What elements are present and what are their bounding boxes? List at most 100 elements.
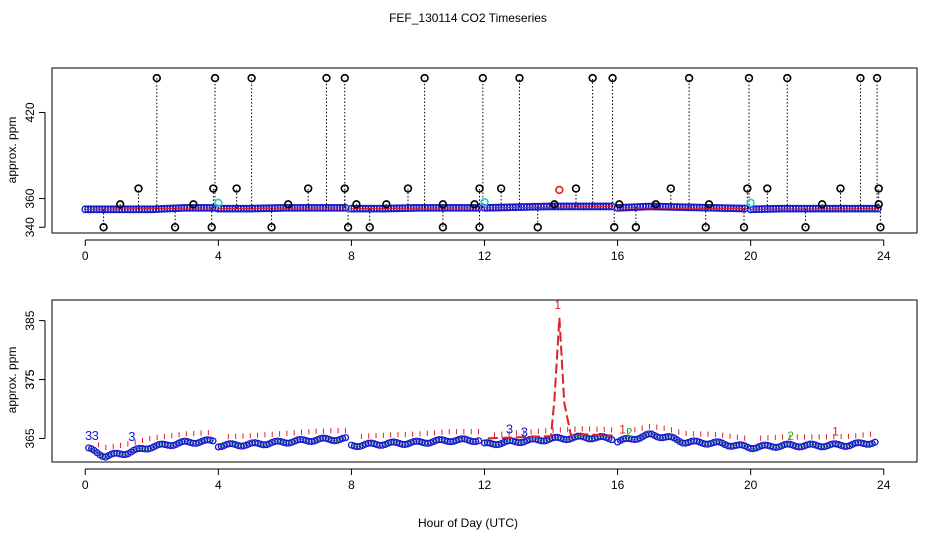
bottom-label-2: 2 [787,429,794,443]
bottom-label-3: 3 [128,429,135,444]
top-small-point [874,200,883,209]
top-spike-mid-point [874,184,883,193]
top-baseline-point [152,205,160,214]
top-spike-low-point [438,223,448,232]
top-baseline-point [641,202,650,211]
top-spike-mid-point [232,184,241,193]
bottom-label-3: 3 [85,428,92,443]
top-baseline-point [670,203,679,211]
top-baseline-point [146,205,155,214]
top-spike-mid-point [666,184,676,193]
top-cyan-point [214,198,223,208]
top-x-tick-label: 0 [82,249,89,263]
top-spike-low-point [533,223,542,232]
bottom-x-tick-label: 24 [877,478,891,492]
top-y-axis-label: approx. ppm [5,117,19,184]
top-trace-line [617,207,748,210]
bottom-data-point [871,438,879,446]
top-spike-high-point [588,73,597,83]
bottom-green-line [351,438,479,448]
bottom-green-line [484,435,612,446]
top-spike-low-point [610,223,619,232]
top-small-point [382,200,391,209]
top-small-point [189,200,198,209]
top-spike-high-point [478,73,488,83]
top-spike-low-point [99,223,108,232]
top-spike-low-point [876,223,885,232]
top-baseline-point [633,203,642,211]
top-small-point [651,200,661,209]
top-plot-frame [51,67,918,234]
top-spike-mid-point [303,184,313,193]
top-y-tick-label: 420 [23,102,37,122]
top-baseline-point [664,202,673,211]
top-spike-low-point [739,223,749,232]
bottom-y-tick-label: 365 [23,428,37,448]
top-baseline-point [627,203,636,212]
bottom-marks: 11 13 3 3 3 3 2 2 [85,298,879,461]
top-x-tick-label: 8 [348,249,355,263]
top-baseline-point [143,205,152,214]
top-spike-mid-point [743,184,752,193]
bottom-data-point [339,434,347,442]
top-small-point [550,200,559,209]
top-spike-mid-point [134,184,143,193]
top-baseline-point [140,205,149,214]
bottom-x-tick-label: 16 [611,478,625,492]
top-spike-high-point [856,73,865,83]
top-spike-low-point [267,223,276,232]
top-small-point [352,200,361,209]
top-baseline-point [528,202,537,211]
bottom-label-1: 1 [832,424,839,438]
top-spike-high-point [872,73,882,83]
top-baseline-point [687,203,696,212]
top-baseline-point [636,202,645,211]
top-spike-high-point [247,73,256,83]
top-spike-high-point [210,73,220,83]
top-baseline-point [135,205,143,214]
top-baseline-point [667,203,676,211]
top-spike-high-point [340,73,349,83]
top-spike-high-point [152,73,161,83]
top-trace-line [351,207,482,210]
top-x-tick-label: 4 [215,249,222,263]
top-baseline-point [656,202,664,211]
top-small-point [284,200,293,209]
top-small-point [704,200,714,209]
top-spike-mid-point [403,184,413,193]
bottom-label-1: 1 [619,423,626,437]
top-baseline-point [630,203,639,212]
top-spike-high-point [744,73,754,83]
chart-title: FEF_130114 CO2 Timeseries [389,11,547,25]
bottom-label-2: 2 [626,426,633,440]
top-spike-low-point [170,223,180,232]
bottom-red-series-line [487,317,613,440]
bottom-x-tick-label: 4 [215,478,222,492]
top-x-tick-label: 24 [877,249,891,263]
top-baseline-point [644,202,653,211]
top-baseline-point [132,205,141,214]
top-spike-high-point [608,73,617,83]
bottom-label-1: 1 [554,298,561,312]
top-baseline-point [690,203,698,212]
top-baseline-point [149,205,158,214]
top-spike-low-point [631,223,641,232]
top-baseline-point [639,202,647,211]
bottom-data-point [608,436,616,444]
top-small-point [615,200,624,209]
bottom-x-tick-label: 8 [348,478,355,492]
top-baseline-point [539,202,548,211]
top-baseline-point [675,203,684,212]
top-spike-low-point [365,223,374,232]
top-baseline-point [545,202,554,211]
top-y-tick-label: 360 [23,188,37,208]
bottom-label-3: 3 [506,422,513,437]
top-baseline-point [698,203,707,212]
top-spike-mid-point [836,184,845,193]
top-baseline-point [658,202,667,211]
top-spike-high-point [322,73,331,83]
top-baseline-point [661,202,670,211]
top-axes: 0 4 8 12 16 20 24 340 360 420 [23,102,891,263]
top-baseline-point [777,204,786,213]
bottom-y-tick-label: 375 [23,369,37,389]
